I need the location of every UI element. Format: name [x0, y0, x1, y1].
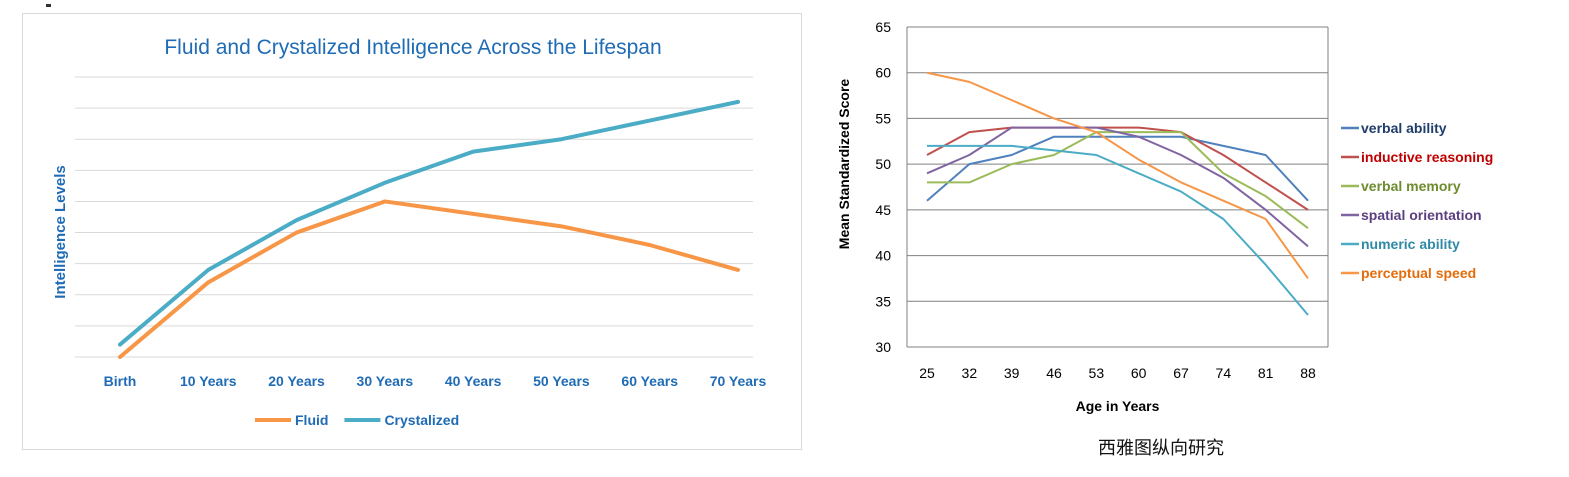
legend-label-inductive-reasoning: inductive reasoning [1361, 149, 1493, 165]
y-tick-label: 60 [875, 65, 891, 81]
series-line-fluid [118, 199, 740, 359]
legend-label-numeric-ability: numeric ability [1361, 236, 1460, 252]
x-tick-label: 53 [1089, 365, 1105, 381]
x-tick-label: 50 Years [533, 373, 590, 389]
x-tick-label: 25 [919, 365, 935, 381]
legend-label-crystalized: Crystalized [384, 412, 459, 428]
x-tick-label: 60 Years [621, 373, 678, 389]
x-tick-label: 60 [1131, 365, 1147, 381]
series-line-inductive-reasoning [926, 126, 1309, 211]
y-tick-label: 65 [875, 19, 891, 35]
fluid-crystalized-chart-panel: Fluid and Crystalized Intelligence Acros… [22, 13, 802, 450]
chart-title: Fluid and Crystalized Intelligence Acros… [164, 36, 661, 59]
fluid-crystalized-chart: Fluid and Crystalized Intelligence Acros… [52, 36, 767, 428]
y-axis-label: Intelligence Levels [52, 165, 69, 298]
series-line-verbal-ability [926, 135, 1309, 202]
y-tick-label: 55 [875, 110, 891, 126]
y-axis-label: Mean Standardized Score [836, 79, 852, 250]
seattle-study-chart: 30 35 40 45 50 55 60 65 25 32 39 46 53 60 67 74 81 88 Age … [836, 19, 1493, 414]
corner-mark [46, 4, 51, 7]
x-tick-label: 10 Years [180, 373, 237, 389]
x-tick-label: 74 [1216, 365, 1232, 381]
x-tick-label: Birth [104, 373, 137, 389]
y-tick-label: 35 [875, 293, 891, 309]
x-axis-label: Age in Years [1076, 398, 1160, 414]
x-tick-label: 46 [1046, 365, 1062, 381]
series-line-perceptual-speed [926, 71, 1309, 280]
series-line-numeric-ability [927, 144, 1309, 316]
x-tick-label: 67 [1173, 365, 1189, 381]
seattle-study-chart-panel: 30 35 40 45 50 55 60 65 25 32 39 46 53 60 67 74 81 88 Age … [820, 0, 1569, 477]
legend-label-spatial-orientation: spatial orientation [1361, 207, 1482, 223]
x-tick-label: 39 [1004, 365, 1020, 381]
x-tick-label: 40 Years [445, 373, 502, 389]
chart-caption: 西雅图纵向研究 [1098, 438, 1224, 459]
y-tick-label: 45 [875, 202, 891, 218]
series-line-crystalized [118, 99, 740, 347]
legend-label-verbal-memory: verbal memory [1361, 178, 1461, 194]
x-tick-label: 88 [1300, 365, 1316, 381]
legend-label-perceptual-speed: perceptual speed [1361, 265, 1476, 281]
series-line-spatial-orientation [926, 126, 1309, 248]
x-tick-label: 32 [962, 365, 978, 381]
y-tick-label: 40 [875, 248, 891, 264]
legend-label-verbal-ability: verbal ability [1361, 120, 1447, 136]
legend-label-fluid: Fluid [295, 412, 328, 428]
y-tick-label: 50 [875, 156, 891, 172]
x-tick-label: 70 Years [710, 373, 767, 389]
y-tick-label: 30 [875, 339, 891, 355]
x-tick-label: 20 Years [268, 373, 325, 389]
x-tick-label: 30 Years [357, 373, 414, 389]
gridlines [75, 76, 753, 358]
x-tick-label: 81 [1258, 365, 1274, 381]
